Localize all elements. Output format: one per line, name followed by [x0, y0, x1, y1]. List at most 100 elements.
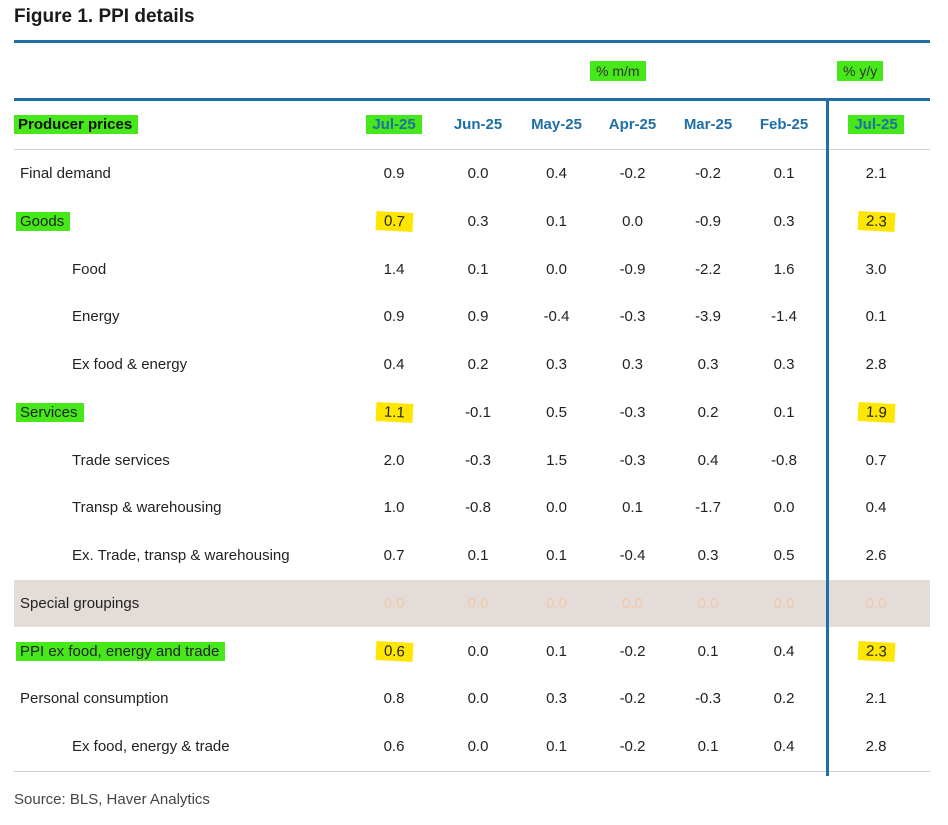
cell: 2.1	[865, 690, 887, 708]
row-label: Goods	[14, 198, 350, 246]
cell: 0.2	[697, 403, 719, 421]
cell: 0.0	[467, 642, 489, 660]
cell: -0.1	[465, 403, 491, 421]
cell: 0.0	[518, 579, 595, 628]
cell: -0.4	[619, 547, 646, 565]
cell: 0.3	[773, 356, 795, 374]
cell: 0.1	[546, 212, 567, 230]
col-header-mar25: Mar-25	[670, 101, 746, 150]
table-row: Final demand 0.9 0.0 0.4 -0.2 -0.2 0.1 2…	[14, 149, 930, 197]
cell: 0.3	[622, 356, 643, 374]
row-label: Personal consumption	[20, 690, 169, 708]
cell: 0.0	[546, 499, 567, 517]
cell: 0.3	[546, 690, 567, 708]
cell: 0.9	[467, 308, 489, 326]
cell: -0.2	[595, 722, 670, 772]
cell: 0.1	[467, 260, 489, 278]
row-label: Trade services	[72, 451, 170, 469]
cell: 0.4	[383, 356, 405, 374]
cell: 0.4	[773, 642, 795, 660]
row-label: Special groupings	[14, 579, 350, 628]
cell: 0.2	[467, 356, 489, 374]
cell: -2.2	[695, 260, 721, 278]
cell: -0.2	[619, 165, 646, 183]
cell: 0.1	[670, 722, 746, 772]
cell: 1.1	[350, 389, 438, 437]
cell: 0.3	[546, 356, 567, 374]
cell: -0.8	[465, 499, 491, 517]
cell: -1.7	[695, 499, 721, 517]
cell: 0.3	[467, 212, 489, 230]
cell: 0.1	[622, 499, 643, 517]
cell: 2.6	[865, 547, 887, 565]
cell: 0.1	[518, 722, 595, 772]
cell: 0.0	[670, 579, 746, 628]
col-header-apr25: Apr-25	[595, 101, 670, 150]
table-row: PPI ex food, energy and trade 0.6 0.0 0.…	[14, 627, 930, 675]
cell: 0.5	[546, 403, 567, 421]
yy-divider	[826, 98, 829, 776]
cell: 0.0	[622, 212, 643, 230]
col-header-jul25-yy: Jul-25	[822, 101, 930, 150]
cell: 0.1	[865, 308, 887, 326]
cell: 0.0	[438, 722, 518, 772]
cell: 0.0	[350, 579, 438, 628]
row-label: Final demand	[20, 165, 111, 183]
cell: 0.3	[773, 212, 795, 230]
cell: -0.4	[543, 308, 570, 326]
cell: -0.3	[619, 403, 646, 421]
source-note: Source: BLS, Haver Analytics	[14, 791, 210, 808]
table-row: Ex. Trade, transp & warehousing 0.7 0.1 …	[14, 532, 930, 580]
cell: 1.6	[773, 260, 795, 278]
col-header-label: Producer prices	[14, 101, 350, 150]
cell: 0.0	[773, 499, 795, 517]
cell: -0.3	[465, 451, 491, 469]
row-label: PPI ex food, energy and trade	[14, 627, 350, 675]
cell: 0.4	[546, 165, 567, 183]
cell: -0.8	[771, 451, 797, 469]
row-label: Ex food, energy & trade	[14, 722, 350, 772]
cell: 0.6	[350, 722, 438, 772]
cell: 1.0	[383, 499, 405, 517]
cell: 0.1	[546, 547, 567, 565]
row-label: Ex. Trade, transp & warehousing	[72, 547, 290, 565]
cell: 0.7	[383, 547, 405, 565]
cell: 0.0	[467, 165, 489, 183]
cell: -0.3	[695, 690, 721, 708]
cell: 0.7	[865, 451, 887, 469]
cell: 0.1	[773, 403, 795, 421]
table-row: Goods 0.7 0.3 0.1 0.0 -0.9 0.3 2.3	[14, 198, 930, 246]
cell: 0.3	[697, 356, 719, 374]
header-rule	[14, 98, 930, 101]
cell: -0.2	[619, 690, 646, 708]
yy-group-label: % y/y	[837, 61, 884, 81]
row-label: Food	[72, 260, 107, 278]
cell: 0.3	[697, 547, 719, 565]
cell: 0.8	[383, 690, 405, 708]
cell: 0.0	[822, 579, 930, 628]
mm-group-label: % m/m	[590, 61, 646, 81]
table-row: Personal consumption 0.8 0.0 0.3 -0.2 -0…	[14, 675, 930, 723]
col-header-feb25: Feb-25	[746, 101, 822, 150]
cell: 0.0	[746, 579, 822, 628]
cell: 0.9	[383, 308, 405, 326]
cell: 0.4	[697, 451, 719, 469]
row-label: Transp & warehousing	[72, 499, 222, 517]
row-label: Energy	[72, 308, 120, 326]
cell: 0.4	[746, 722, 822, 772]
cell: 0.0	[438, 579, 518, 628]
top-rule	[14, 40, 930, 43]
cell: 0.6	[350, 627, 438, 675]
cell: 0.0	[546, 260, 567, 278]
cell: 0.2	[773, 690, 795, 708]
cell: 2.0	[383, 451, 405, 469]
col-header-jun25: Jun-25	[438, 101, 518, 150]
cell: -0.9	[619, 260, 646, 278]
cell: 0.5	[773, 547, 795, 565]
cell: 0.0	[467, 690, 489, 708]
cell: -0.3	[619, 308, 646, 326]
cell: 1.4	[383, 260, 405, 278]
cell: -0.2	[695, 165, 721, 183]
cell: 0.9	[383, 165, 405, 183]
row-label: Services	[14, 389, 350, 437]
